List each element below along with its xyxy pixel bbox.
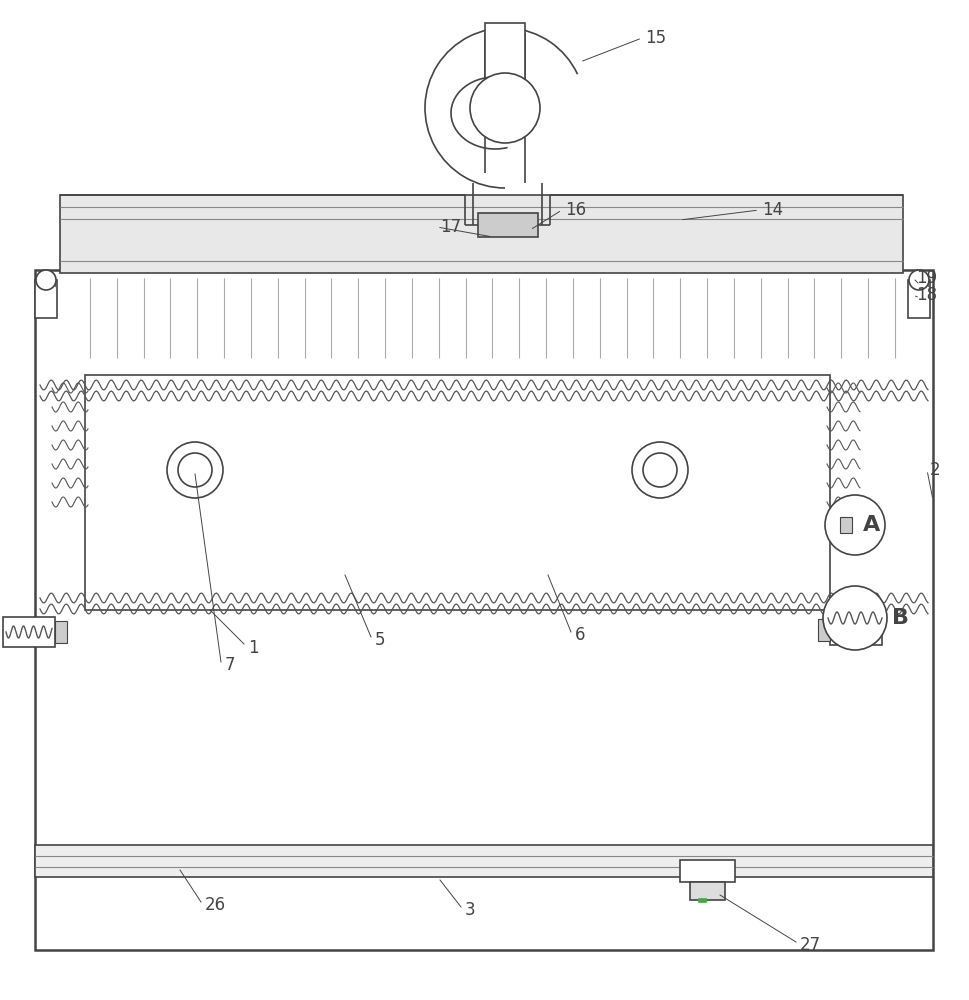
Circle shape [167,442,223,498]
Text: 14: 14 [762,201,782,219]
Bar [3,617,55,647]
Text: 16: 16 [564,201,585,219]
Bar [817,619,829,641]
Bar [829,615,881,645]
Text: 17: 17 [440,218,460,236]
Text: 5: 5 [375,631,385,649]
Bar [679,860,735,882]
Bar [484,23,524,93]
Circle shape [36,270,56,290]
Bar [907,280,929,318]
Circle shape [642,453,676,487]
Bar [478,213,538,237]
Circle shape [908,270,928,290]
Bar [698,898,705,902]
Circle shape [470,73,540,143]
Text: 2: 2 [929,461,940,479]
Bar [35,270,932,950]
Text: 6: 6 [575,626,585,644]
Text: 3: 3 [464,901,475,919]
Bar [35,280,57,318]
Bar [689,882,724,900]
Text: 27: 27 [799,936,821,954]
Text: 18: 18 [915,286,936,304]
Bar [35,845,932,877]
Circle shape [178,453,212,487]
Bar [839,517,851,533]
Text: 26: 26 [204,896,226,914]
Circle shape [825,495,884,555]
Circle shape [822,586,886,650]
Text: 1: 1 [248,639,259,657]
Text: 7: 7 [225,656,235,674]
Bar [55,621,67,643]
Text: 19: 19 [915,269,936,287]
Text: A: A [862,515,879,535]
Text: B: B [891,608,908,628]
Text: 15: 15 [644,29,666,47]
Bar [60,195,902,273]
Circle shape [632,442,687,498]
Bar [85,375,829,610]
